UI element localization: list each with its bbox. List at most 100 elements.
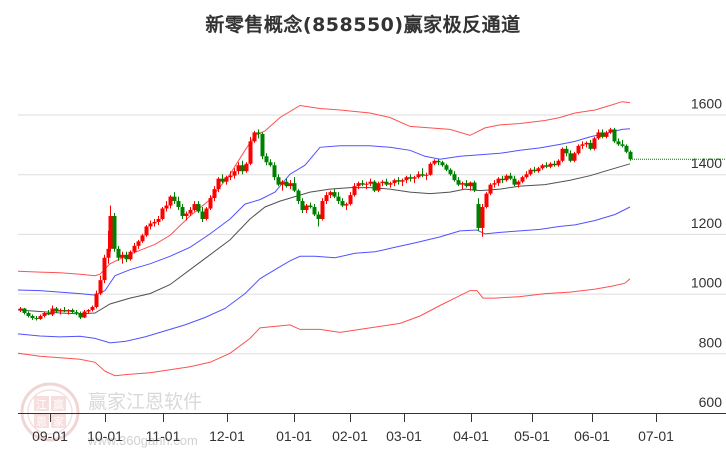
candle: [224, 175, 229, 185]
candle: [348, 192, 353, 206]
candle: [188, 207, 193, 216]
candle: [220, 174, 225, 184]
candle: [180, 204, 185, 219]
candle: [536, 166, 541, 173]
candle: [548, 162, 553, 169]
candle: [468, 181, 473, 191]
candle: [504, 174, 509, 182]
y-axis-labels: 600 800 1000 1200 1400 1600: [691, 96, 722, 411]
candle: [412, 175, 417, 184]
candle: [452, 171, 457, 182]
candle: [184, 211, 189, 221]
candle: [488, 183, 493, 196]
candle: [328, 190, 333, 199]
candle: [208, 195, 213, 211]
candle: [168, 195, 173, 209]
candle: [528, 168, 533, 176]
candle: [520, 175, 525, 184]
candle: [128, 250, 133, 261]
x-tick-label: 05-01: [514, 428, 550, 444]
candle: [34, 315, 39, 321]
lower-outer-band-line: [17, 278, 631, 377]
candle: [608, 127, 613, 134]
candle: [572, 151, 577, 163]
watermark-logo-char: 家: [53, 415, 64, 429]
y-tick-label: 800: [699, 334, 723, 350]
candle: [268, 159, 273, 167]
candle: [38, 314, 43, 320]
middle-line-line: [17, 163, 631, 315]
candle: [240, 160, 245, 175]
candle: [560, 147, 565, 163]
x-tick-label: 12-01: [209, 428, 245, 444]
y-tick-label: 1200: [691, 215, 722, 231]
candle: [228, 171, 233, 181]
candle: [432, 159, 437, 166]
candle: [340, 198, 345, 208]
candle: [102, 254, 107, 284]
candle: [388, 181, 393, 188]
candle: [372, 180, 377, 193]
candle: [524, 171, 529, 179]
y-tick-label: 600: [699, 394, 723, 410]
candle: [160, 207, 165, 221]
candle: [424, 172, 429, 181]
watermark-logo-char: 恩: [36, 416, 47, 429]
candle: [316, 211, 321, 227]
candle: [456, 177, 461, 187]
candle: [344, 202, 349, 211]
gridlines: [18, 114, 726, 355]
candle: [508, 172, 513, 181]
candle: [512, 175, 517, 187]
watermark-name: 赢家江恩软件: [88, 391, 202, 413]
candle: [592, 136, 597, 151]
candle: [628, 150, 633, 161]
candle: [112, 213, 117, 252]
candle: [360, 180, 365, 187]
candle: [444, 163, 449, 172]
candle: [156, 215, 161, 225]
candle: [300, 198, 305, 214]
candle: [396, 177, 401, 185]
candle: [332, 189, 337, 199]
watermark: 江 赢 恩 家: [20, 382, 80, 442]
candle: [612, 127, 617, 143]
candle: [272, 162, 277, 181]
candle: [596, 129, 601, 140]
candle: [232, 168, 237, 179]
candle: [576, 144, 581, 155]
x-tick-label: 02-01: [332, 428, 368, 444]
x-tick-label: 01-01: [276, 428, 312, 444]
watermark-logo-char: 赢: [53, 398, 64, 412]
candle: [600, 129, 605, 139]
candle: [140, 233, 145, 243]
candle: [428, 162, 433, 176]
x-tick-label: 11-01: [146, 428, 181, 444]
candle: [256, 129, 261, 139]
candle: [18, 307, 23, 313]
candle: [620, 139, 625, 148]
candle: [196, 201, 201, 214]
candle: [26, 311, 31, 318]
candle: [384, 178, 389, 187]
candle: [352, 183, 357, 197]
candle: [136, 239, 141, 249]
candle: [54, 307, 59, 314]
candle: [248, 136, 253, 166]
candle: [260, 132, 265, 160]
y-tick-label: 1600: [691, 96, 722, 112]
candle: [204, 207, 209, 221]
candle: [540, 163, 545, 170]
candle: [116, 245, 121, 261]
candle: [616, 138, 621, 146]
candle: [436, 159, 441, 166]
candle: [284, 178, 289, 188]
x-tick-label: 06-01: [574, 428, 610, 444]
candle: [98, 275, 103, 296]
candle: [264, 153, 269, 166]
candle: [500, 175, 505, 184]
candle: [532, 166, 537, 173]
candle: [82, 310, 87, 319]
candle: [288, 180, 293, 190]
candle: [492, 180, 497, 188]
